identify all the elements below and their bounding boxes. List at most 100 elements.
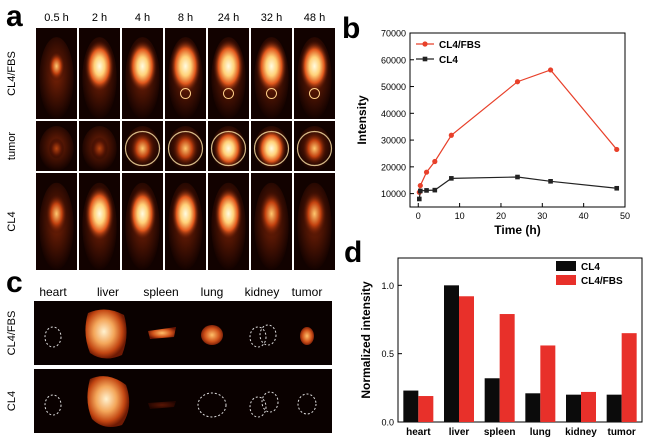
y-tick-label: 70000 <box>381 29 406 39</box>
legend-swatch <box>556 275 576 285</box>
legend-marker <box>422 41 428 47</box>
bar <box>403 390 419 422</box>
data-point <box>448 132 454 138</box>
legend-marker <box>422 56 428 62</box>
organ-label: kidney <box>245 285 280 299</box>
organ-strip <box>34 301 332 365</box>
panel-d: 0.0 0.5 1.0 Normalized intensity heart liver s… <box>340 238 650 439</box>
fluorescence-spot <box>213 128 244 169</box>
fluorescence-spot <box>302 190 327 238</box>
fluorescence-spot <box>255 38 288 94</box>
category-label: kidney <box>565 427 597 438</box>
data-point <box>423 169 430 175</box>
category-label: tumor <box>607 427 635 438</box>
spleen-organ <box>148 327 176 339</box>
panel-c: heart liver spleen lung kidney tumor CL4/FBS CL… <box>0 268 340 439</box>
organ-label: tumor <box>292 285 323 299</box>
row-label: tumor <box>6 132 18 160</box>
fluorescence-spot <box>302 131 327 166</box>
organ-label: spleen <box>143 285 178 299</box>
legend-label: CL4/FBS <box>439 40 481 51</box>
data-point <box>614 146 620 153</box>
bar <box>499 314 515 422</box>
fluorescence-spot <box>299 40 330 93</box>
kidney-outline <box>259 324 277 346</box>
tumor-ring <box>296 130 333 167</box>
row-label: CL4 <box>6 211 18 231</box>
tumor-organ <box>300 327 314 345</box>
time-label: 8 h <box>178 12 193 24</box>
x-tick-label: 0 <box>416 211 421 221</box>
normalized-intensity-bar-chart: 0.0 0.5 1.0 Normalized intensity heart liver s… <box>359 257 643 438</box>
category-label: lung <box>530 427 551 438</box>
spleen-organ <box>148 401 176 409</box>
data-point <box>417 196 422 202</box>
tumor-outline <box>297 393 317 415</box>
data-point <box>614 185 620 191</box>
y-tick-label: 0.0 <box>381 418 394 428</box>
organ-label: liver <box>97 285 119 299</box>
lung-outline <box>197 392 227 418</box>
in-vivo-image-grid: 0.5 h 2 h 4 h 8 h 24 h 32 h 48 h CL4/FBS tumor CL… <box>6 12 335 270</box>
liver-organ <box>87 376 130 427</box>
x-tick-label: 10 <box>455 211 465 221</box>
bar <box>459 296 474 422</box>
x-tick-label: 30 <box>537 211 547 221</box>
fluorescence-spot <box>212 38 245 94</box>
tumor-spot <box>309 88 320 100</box>
category-label: liver <box>449 427 470 438</box>
tumor-spot <box>180 88 191 100</box>
y-tick-label: 30000 <box>381 136 406 146</box>
lung-organ <box>201 325 223 345</box>
data-point <box>424 188 429 193</box>
bar <box>606 394 622 422</box>
intensity-line-chart: 10000 20000 30000 40000 50000 60000 70000 0 10 20… <box>355 29 630 238</box>
organ-strip <box>34 369 332 433</box>
bar <box>581 391 596 422</box>
y-tick-label: 0.5 <box>381 349 394 359</box>
fluorescence-spot <box>84 40 115 93</box>
fluorescence-spot <box>171 187 200 240</box>
category-label: heart <box>406 427 431 438</box>
bar <box>540 345 556 422</box>
bar <box>484 378 500 422</box>
tumor-spot <box>266 88 277 100</box>
data-point <box>515 174 520 180</box>
y-tick-label: 1.0 <box>381 281 394 291</box>
x-tick-label: 40 <box>579 211 589 221</box>
y-tick-label: 10000 <box>381 189 406 199</box>
row-label: CL4/FBS <box>6 311 18 356</box>
fluorescence-spot <box>130 131 155 166</box>
kidney-outline <box>249 396 267 418</box>
fluorescence-spot <box>90 136 109 161</box>
bar <box>621 333 637 422</box>
tumor-ring <box>210 130 247 167</box>
time-label: 2 h <box>92 12 107 24</box>
bar <box>444 285 459 422</box>
panel-b-letter: b <box>342 12 361 45</box>
data-point <box>547 67 554 73</box>
series-line <box>418 69 618 193</box>
legend-label: CL4 <box>581 262 600 273</box>
kidney-outline <box>249 326 267 348</box>
fluorescence-spot <box>48 138 65 159</box>
data-point <box>417 182 423 189</box>
time-label: 4 h <box>135 12 150 24</box>
data-point <box>418 188 423 194</box>
y-axis-label: Intensity <box>355 95 369 145</box>
heart-outline <box>44 394 62 416</box>
heart-outline <box>44 326 62 348</box>
tumor-ring <box>167 130 204 167</box>
y-tick-label: 40000 <box>381 109 406 119</box>
kidney-outline <box>261 391 279 413</box>
fluorescence-spot <box>256 128 287 169</box>
ex-vivo-organ-images: heart liver spleen lung kidney tumor CL4/FBS CL… <box>6 285 332 433</box>
fluorescence-spot <box>169 38 202 94</box>
fluorescence-spot <box>45 193 68 235</box>
data-point <box>548 179 553 184</box>
x-axis-label: Time (h) <box>494 223 540 237</box>
fluorescence-spot <box>128 187 157 240</box>
legend-swatch <box>556 261 576 271</box>
y-tick-label: 20000 <box>381 162 406 172</box>
panel-b: 10000 20000 30000 40000 50000 60000 70000 0 10 20… <box>340 0 650 245</box>
